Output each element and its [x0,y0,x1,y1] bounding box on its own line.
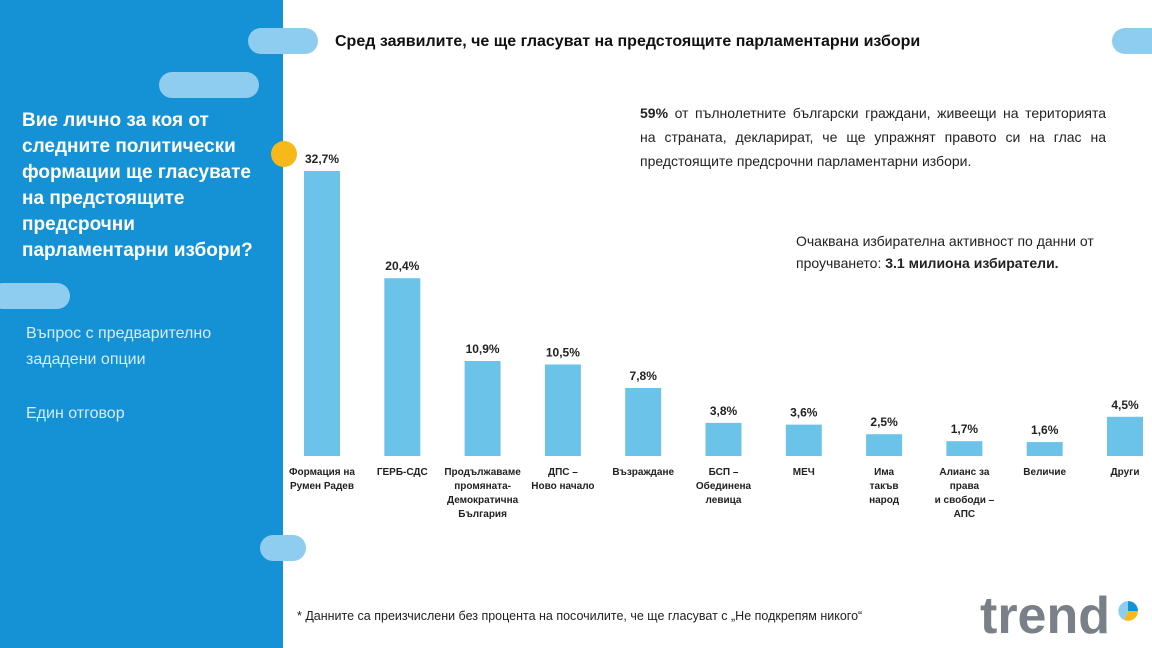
bar [544,364,581,456]
question-type-note: Въпрос с предварително зададени опции [26,325,212,368]
category-label: Възраждане [612,467,674,478]
decorative-pill [260,535,306,561]
bar-value-label: 3,8% [710,404,738,418]
decorative-pill [0,283,70,309]
participation-percent: 59% [640,105,669,121]
category-label: ДПС – Ново начало [531,467,594,492]
bar [464,361,501,456]
bar [304,171,340,456]
bar [1026,442,1063,456]
logo-text: trend [980,587,1110,643]
bar [946,441,983,456]
category-label: ГЕРБ-СДС [377,467,428,478]
bar-value-label: 7,8% [630,369,658,383]
participation-info: 59% от пълнолетните български граждани, … [640,101,1106,173]
category-label: Алианс за права и свободи – АПС [935,467,995,520]
category-label: БСП – Обединена левица [696,467,752,506]
bar [384,278,421,456]
bar [1107,416,1143,456]
page-title: Сред заявилите, че ще гласуват на предст… [335,33,921,50]
left-panel [0,0,283,648]
bar [625,388,662,456]
decorative-pill [1112,28,1152,54]
participation-text: от пълнолетните български граждани, живе… [640,105,1106,169]
bar-value-label: 10,9% [466,342,500,356]
bar-value-label: 32,7% [305,152,339,166]
bar-value-label: 10,5% [546,345,580,359]
bar-value-label: 4,5% [1111,398,1139,412]
category-label: Има такъв народ [869,467,900,506]
decorative-pill [159,72,259,98]
bar [785,424,822,456]
decorative-pill [248,28,318,54]
category-label: Величие [1023,467,1066,478]
answer-type-note: Един отговор [26,405,125,422]
bar [866,434,903,456]
category-label: Формация на Румен Радев [289,467,355,492]
trend-logo: trend [980,587,1138,643]
category-label: Продължаваме промяната-Демократична Българ… [444,467,521,520]
bar-value-label: 2,5% [870,415,898,429]
bar-value-label: 3,6% [790,406,818,420]
turnout-text: Очаквана избирателна активност по данни … [796,233,1094,271]
bar-value-label: 1,7% [951,422,979,436]
category-label: МЕЧ [793,467,815,478]
turnout-highlight: 3.1 милиона избиратели. [885,255,1059,271]
category-label: Други [1111,467,1140,478]
bar-value-label: 20,4% [385,259,419,273]
bar [705,422,742,456]
question-text: Вие лично за коя от следните политически… [22,110,253,261]
bar-value-label: 1,6% [1031,423,1059,437]
turnout-info: Очаквана избирателна активност по данни … [796,230,1116,274]
footnote: * Данните са преизчислени без процента н… [297,609,863,623]
trend-logo-pie-icon [1118,601,1138,621]
accent-dot [271,141,297,167]
